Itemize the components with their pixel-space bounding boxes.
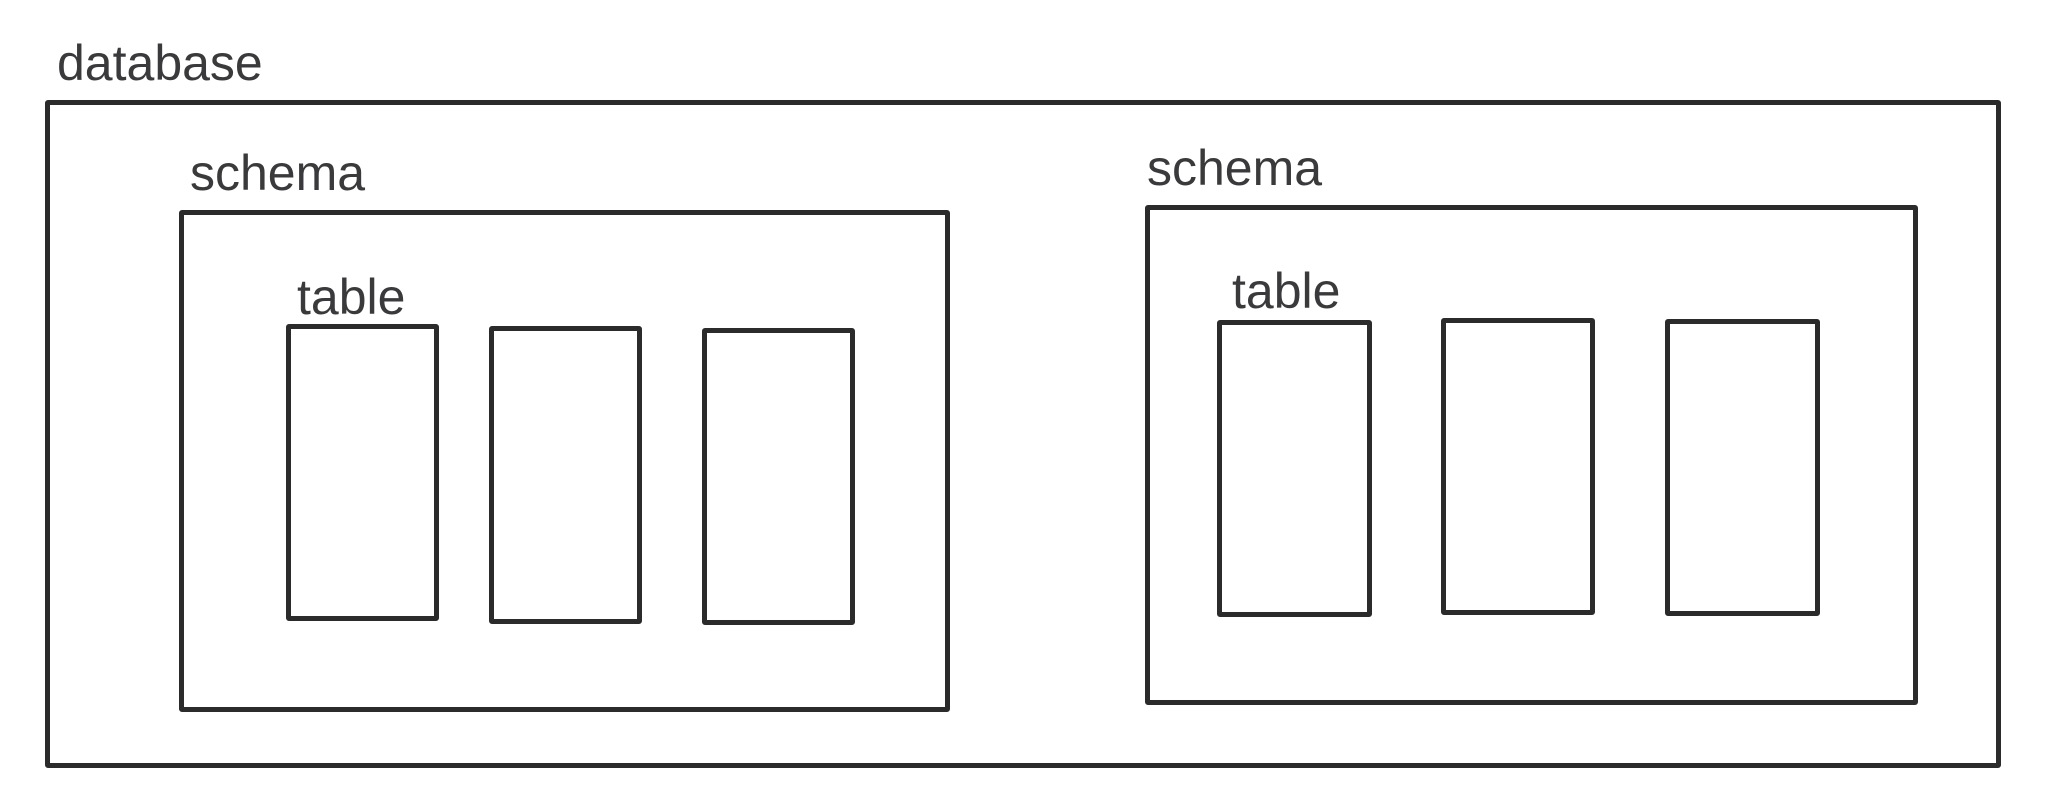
schema-label: schema: [190, 145, 366, 201]
table-box: [702, 328, 855, 625]
table-box: [1217, 320, 1372, 617]
table-box: [489, 326, 642, 624]
table-box: [1665, 319, 1820, 616]
schema-container: [1145, 205, 1918, 705]
database-label: database: [57, 35, 263, 91]
table-label: table: [297, 269, 406, 325]
table-box: [1441, 318, 1595, 615]
database-container: [45, 100, 2001, 768]
schema-container: [179, 210, 950, 712]
schema-label: schema: [1147, 140, 1323, 196]
table-box: [286, 324, 439, 621]
table-label: table: [1232, 263, 1341, 319]
